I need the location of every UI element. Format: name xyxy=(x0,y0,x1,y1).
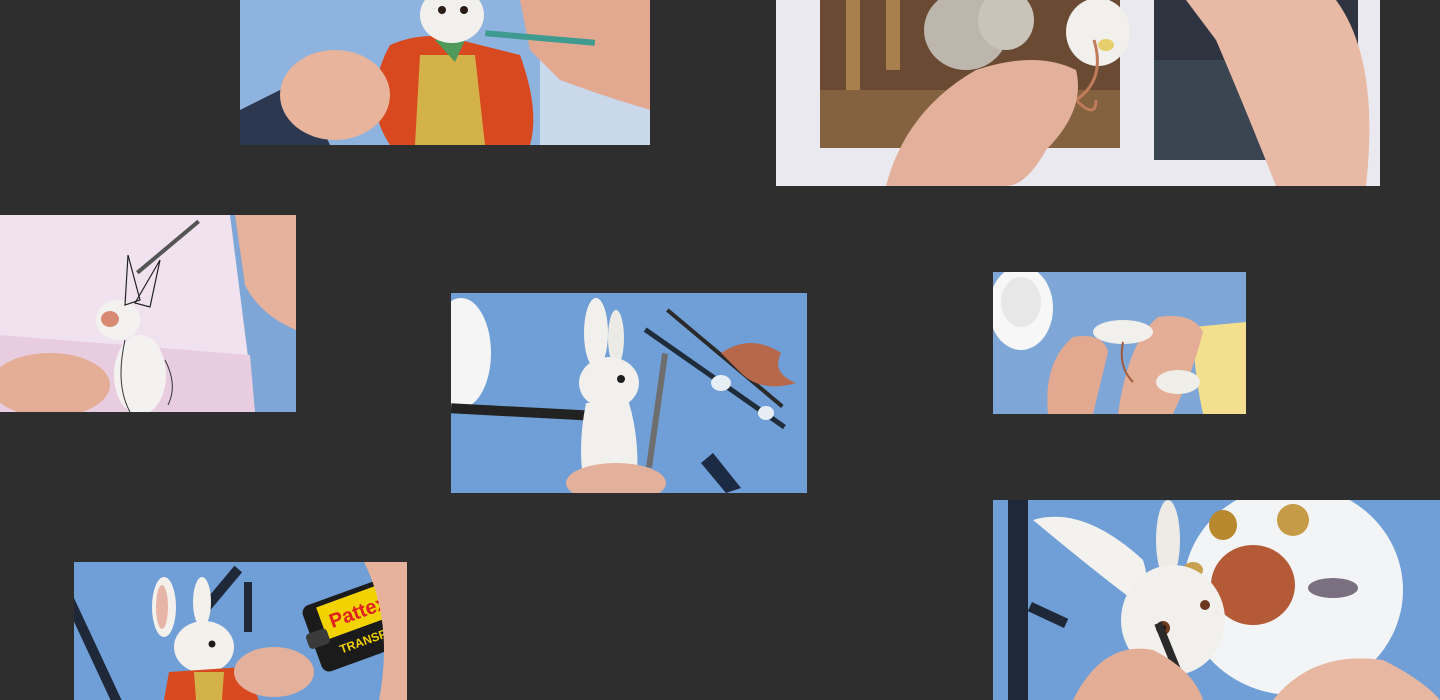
photo-6-image: Pattex TRANSPAR xyxy=(74,562,407,700)
photo-3-image xyxy=(0,215,296,412)
photo-sculpting-white-rabbit[interactable] xyxy=(451,293,807,493)
photo-painting-rabbit-eye[interactable] xyxy=(993,500,1440,700)
photo-2-image xyxy=(776,0,1380,186)
photo-painting-rabbit-jacket[interactable] xyxy=(240,0,650,145)
photo-sketching-rabbit[interactable] xyxy=(0,215,296,412)
photo-shaping-rabbit-body[interactable] xyxy=(993,272,1246,414)
photo-7-image xyxy=(993,500,1440,700)
photo-4-image xyxy=(451,293,807,493)
photo-1-image xyxy=(240,0,650,145)
photo-rabbit-wire-armature[interactable] xyxy=(776,0,1380,186)
photo-gluing-rabbit[interactable]: Pattex TRANSPAR xyxy=(74,562,407,700)
photo-5-image xyxy=(993,272,1246,414)
